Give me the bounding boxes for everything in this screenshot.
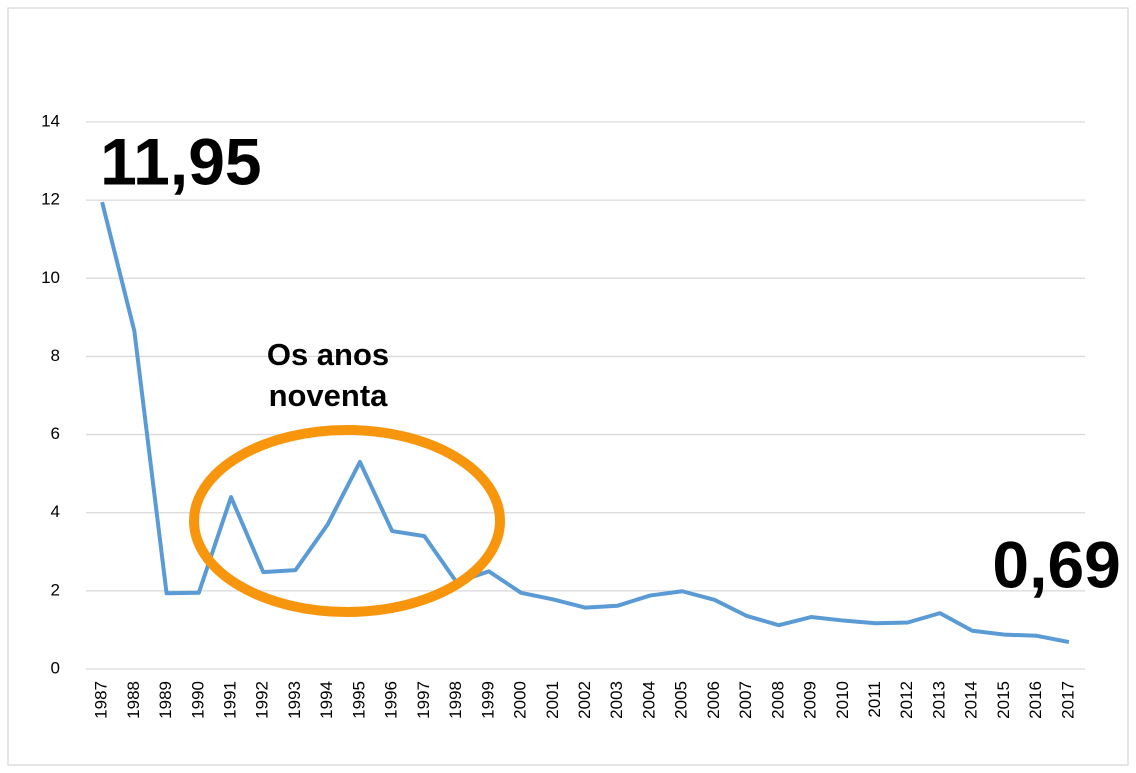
y-tick-label: 12 (41, 190, 60, 209)
x-tick-label: 2006 (704, 681, 723, 719)
y-tick-label: 4 (51, 502, 60, 521)
x-tick-label: 1998 (446, 681, 465, 719)
y-tick-label: 10 (41, 268, 60, 287)
x-tick-label: 1996 (382, 681, 401, 719)
chart-frame (7, 7, 1129, 766)
x-tick-label: 2002 (575, 681, 594, 719)
x-tick-label: 2005 (672, 681, 691, 719)
y-tick-label: 6 (51, 424, 60, 443)
x-tick-label: 2017 (1058, 681, 1077, 719)
x-tick-label: 2000 (511, 681, 530, 719)
x-tick-label: 2001 (543, 681, 562, 719)
value-label: 11,95 (100, 125, 262, 199)
y-tick-label: 14 (41, 111, 60, 130)
x-tick-label: 2014 (962, 681, 981, 719)
x-tick-label: 2004 (639, 681, 658, 719)
highlight-ellipse (189, 425, 505, 617)
x-tick-label: 1990 (188, 681, 207, 719)
x-tick-label: 2015 (994, 681, 1013, 719)
y-tick-label: 2 (51, 580, 60, 599)
x-tick-label: 2013 (929, 681, 948, 719)
x-tick-label: 2003 (607, 681, 626, 719)
x-tick-label: 2011 (865, 681, 884, 718)
x-tick-label: 2012 (897, 681, 916, 719)
x-tick-label: 1999 (478, 681, 497, 719)
x-tick-label: 1992 (253, 681, 272, 719)
x-tick-label: 1995 (349, 681, 368, 719)
x-tick-label: 2008 (768, 681, 787, 719)
value-label: 0,69 (992, 527, 1120, 601)
y-tick-label: 8 (51, 346, 60, 365)
x-tick-label: 1988 (124, 681, 143, 719)
x-tick-label: 1987 (92, 681, 111, 719)
x-tick-label: 1989 (156, 681, 175, 719)
x-tick-label: 2007 (736, 681, 755, 719)
x-tick-label: 2010 (833, 681, 852, 719)
x-tick-label: 2016 (1026, 681, 1045, 719)
annotation: Os anos (267, 337, 389, 372)
x-tick-label: 1994 (317, 681, 336, 719)
x-tick-label: 2009 (801, 681, 820, 719)
data-line (100, 201, 1070, 645)
x-tick-label: 1993 (285, 681, 304, 719)
annotation: noventa (269, 378, 389, 413)
y-tick-label: 0 (51, 658, 60, 677)
x-tick-label: 1997 (414, 681, 433, 719)
x-tick-label: 1991 (221, 681, 240, 719)
